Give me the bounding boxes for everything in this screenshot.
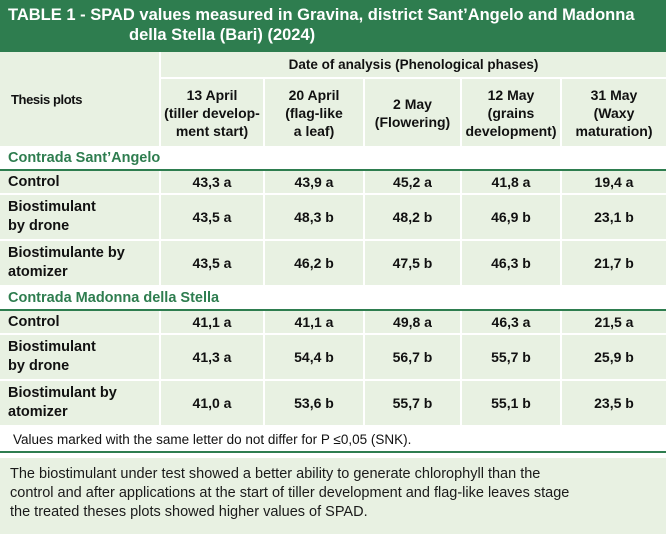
spad-table: Thesis plots Date of analysis (Phenologi… — [0, 52, 666, 453]
table-row: Control 43,3 a 43,9 a 45,2 a 41,8 a 19,4… — [0, 170, 666, 195]
table-cell: 19,4 a — [560, 170, 666, 195]
table-cell: 43,5 a — [159, 240, 264, 287]
footnote-row: Values marked with the same letter do no… — [0, 426, 666, 453]
table-cell: 43,9 a — [263, 170, 364, 195]
table-title: TABLE 1 - SPAD values measured in Gravin… — [0, 0, 666, 52]
table-cell: 54,4 b — [263, 334, 364, 381]
section-title-madonna-della-stella: Contrada Madonna della Stella — [0, 286, 666, 311]
row-label: Biostimulant by drone — [0, 334, 160, 381]
table-cell: 45,2 a — [363, 170, 461, 195]
row-label: Control — [0, 170, 160, 195]
table-row: Biostimulant by atomizer 41,0 a 53,6 b 55… — [0, 380, 666, 427]
table-cell: 55,7 b — [460, 334, 561, 381]
comment-box: The biostimulant under test showed a bet… — [0, 458, 666, 534]
table-cell: 48,3 b — [263, 194, 364, 241]
date-of-analysis-header: Date of analysis (Phenological phases) — [159, 52, 666, 79]
table-cell: 23,1 b — [560, 194, 666, 241]
header-row-phases: 13 April (tiller develop- ment start) 20… — [0, 78, 666, 146]
column-header-2-may: 2 May (Flowering) — [363, 78, 461, 146]
table-cell: 43,3 a — [159, 170, 264, 195]
column-header-31-may: 31 May (Waxy maturation) — [560, 78, 666, 146]
table-cell: 53,6 b — [263, 380, 364, 427]
row-label: Control — [0, 310, 160, 335]
table-cell: 21,7 b — [560, 240, 666, 287]
row-label: Biostimulante by atomizer — [0, 240, 160, 287]
comment-line: control and after applications at the st… — [10, 485, 570, 501]
table-cell: 21,5 a — [560, 310, 666, 335]
comment-line: the treated theses plots showed higher v… — [10, 504, 368, 520]
table-cell: 48,2 b — [363, 194, 461, 241]
table-row: Biostimulante by atomizer 43,5 a 46,2 b 4… — [0, 240, 666, 287]
footnote: Values marked with the same letter do no… — [0, 426, 666, 453]
row-label: Biostimulant by atomizer — [0, 380, 160, 427]
table-row: Biostimulant by drone 43,5 a 48,3 b 48,2 … — [0, 194, 666, 241]
table-number: TABLE 1 — [8, 6, 76, 24]
table-cell: 49,8 a — [363, 310, 461, 335]
table-cell: 46,2 b — [263, 240, 364, 287]
table-cell: 46,3 b — [460, 240, 561, 287]
table-cell: 55,1 b — [460, 380, 561, 427]
table-row: Control 41,1 a 41,1 a 49,8 a 46,3 a 21,5… — [0, 310, 666, 335]
table-cell: 41,1 a — [263, 310, 364, 335]
comment-line: The biostimulant under test showed a bet… — [10, 466, 541, 482]
table-cell: 46,9 b — [460, 194, 561, 241]
section-row: Contrada Sant’Angelo — [0, 146, 666, 171]
table-cell: 55,7 b — [363, 380, 461, 427]
title-line-1: - SPAD values measured in Gravina, distr… — [75, 6, 635, 24]
table-cell: 47,5 b — [363, 240, 461, 287]
table-cell: 56,7 b — [363, 334, 461, 381]
table-cell: 25,9 b — [560, 334, 666, 381]
table-cell: 23,5 b — [560, 380, 666, 427]
header-row-dates: Thesis plots Date of analysis (Phenologi… — [0, 52, 666, 146]
column-header-13-april: 13 April (tiller develop- ment start) — [159, 78, 264, 146]
table-row: Biostimulant by drone 41,3 a 54,4 b 56,7 … — [0, 334, 666, 381]
table-cell: 46,3 a — [460, 310, 561, 335]
table-cell: 41,8 a — [460, 170, 561, 195]
table-cell: 41,3 a — [159, 334, 264, 381]
thesis-plots-header: Thesis plots — [0, 52, 160, 146]
row-label: Biostimulant by drone — [0, 194, 160, 241]
table-cell: 43,5 a — [159, 194, 264, 241]
title-line-2: della Stella (Bari) (2024) — [129, 26, 316, 44]
column-header-20-april: 20 April (flag-like a leaf) — [263, 78, 364, 146]
table-cell: 41,1 a — [159, 310, 264, 335]
table-cell: 41,0 a — [159, 380, 264, 427]
section-title-sant-angelo: Contrada Sant’Angelo — [0, 146, 666, 171]
column-header-12-may: 12 May (grains development) — [460, 78, 561, 146]
section-row: Contrada Madonna della Stella — [0, 286, 666, 311]
